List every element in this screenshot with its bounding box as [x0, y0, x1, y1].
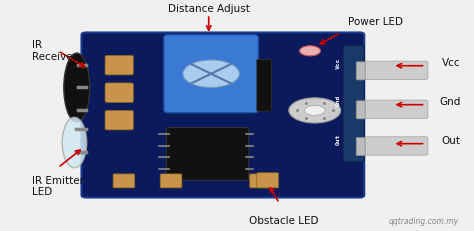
FancyBboxPatch shape: [357, 62, 428, 80]
Ellipse shape: [62, 118, 87, 168]
Text: Vcc: Vcc: [442, 58, 461, 68]
FancyBboxPatch shape: [105, 111, 133, 130]
FancyBboxPatch shape: [166, 128, 249, 181]
Text: IR Emitter
LED: IR Emitter LED: [32, 175, 84, 196]
Text: Power LED: Power LED: [348, 17, 403, 27]
FancyBboxPatch shape: [250, 174, 272, 188]
FancyBboxPatch shape: [356, 138, 365, 156]
FancyBboxPatch shape: [113, 174, 135, 188]
FancyBboxPatch shape: [105, 56, 133, 76]
Circle shape: [300, 47, 320, 57]
FancyBboxPatch shape: [356, 63, 365, 81]
FancyBboxPatch shape: [164, 36, 258, 113]
Text: Gnd: Gnd: [336, 94, 341, 105]
Circle shape: [183, 61, 239, 88]
FancyBboxPatch shape: [357, 137, 428, 155]
Text: IR
Receiver: IR Receiver: [32, 40, 77, 62]
FancyBboxPatch shape: [257, 60, 272, 112]
FancyBboxPatch shape: [356, 101, 365, 119]
Text: Obstacle LED: Obstacle LED: [249, 215, 319, 225]
Text: Gnd: Gnd: [439, 97, 461, 107]
Ellipse shape: [64, 54, 90, 122]
FancyBboxPatch shape: [105, 84, 133, 103]
Circle shape: [289, 98, 341, 124]
Text: Vcc: Vcc: [336, 58, 341, 69]
FancyBboxPatch shape: [160, 174, 182, 188]
Circle shape: [304, 106, 325, 116]
FancyBboxPatch shape: [357, 101, 428, 119]
Text: Out: Out: [336, 133, 341, 144]
Text: Distance Adjust: Distance Adjust: [168, 4, 250, 14]
Text: qqtrading.com.my: qqtrading.com.my: [388, 216, 458, 225]
FancyBboxPatch shape: [257, 173, 278, 188]
FancyBboxPatch shape: [343, 46, 364, 162]
Text: Out: Out: [442, 136, 461, 146]
FancyBboxPatch shape: [82, 33, 364, 198]
